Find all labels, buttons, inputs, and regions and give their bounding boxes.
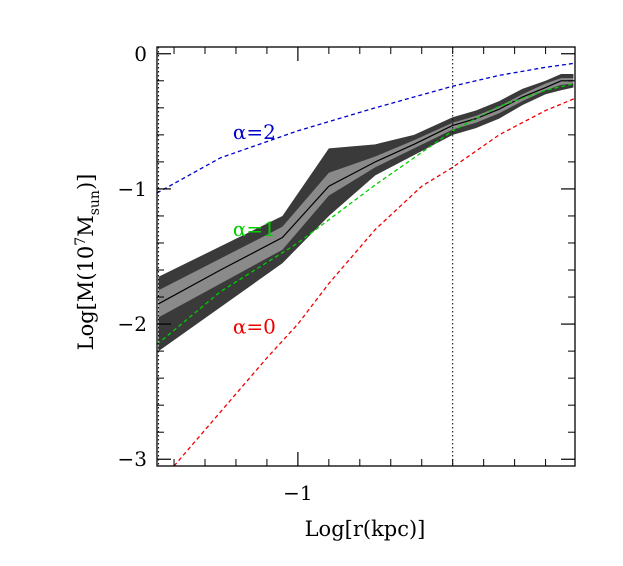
curve-annotations: α=2 α=1 α=0: [233, 120, 276, 339]
y-tick-label: −1: [118, 177, 147, 201]
x-axis-title: Log[r(kpc)]: [305, 517, 426, 541]
y-axis-title: Log[M(107Msun)]: [73, 174, 103, 351]
series-line-2: [173, 97, 575, 466]
plot-border: [156, 46, 576, 467]
x-tick-label: −1: [283, 481, 312, 505]
y-axis-title-sub: sun: [87, 190, 103, 215]
series-line-1: [157, 82, 575, 345]
median-profile-line: [158, 80, 574, 305]
y-axis-title-sup: 7: [73, 237, 89, 246]
series-label-0: α=2: [233, 120, 276, 144]
y-tick-label: 0: [134, 42, 147, 66]
y-axis-title-part: )]: [74, 174, 98, 190]
scatter-bands: [158, 74, 574, 352]
series-label-1: α=1: [233, 217, 276, 241]
model-curves: [157, 62, 575, 466]
series-label-2: α=0: [233, 315, 276, 339]
y-tick-label: −2: [118, 312, 147, 336]
outer-scatter-band: [158, 74, 574, 352]
y-axis-title-part: Log[M(10: [74, 246, 98, 351]
y-tick-label: −3: [118, 447, 147, 471]
inner-scatter-band: [158, 78, 574, 318]
reference-lines: [158, 47, 454, 466]
y-axis-title-part: M: [74, 215, 98, 237]
axis-ticks: −1 0 −1 −2 −3: [118, 42, 575, 505]
plot-frame: [156, 46, 576, 467]
series-line-0: [157, 62, 575, 194]
